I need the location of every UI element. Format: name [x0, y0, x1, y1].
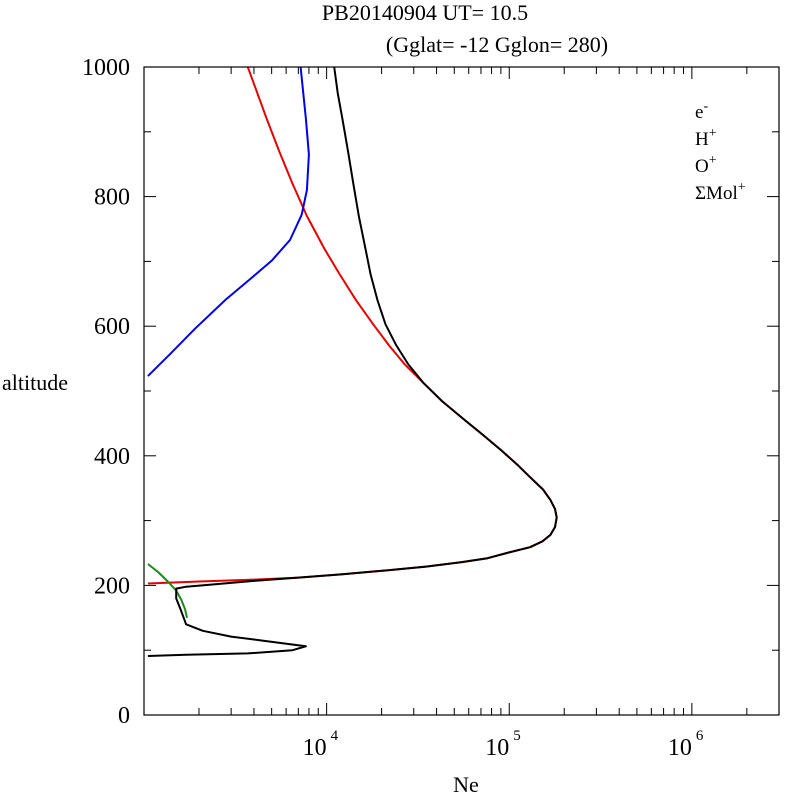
legend-entry: O+ [695, 153, 717, 177]
chart-title: PB20140904 UT= 10.5 [322, 0, 528, 25]
x-tick-label-exponent: 6 [696, 728, 704, 744]
tick-marks [143, 66, 780, 716]
series-line-2 [147, 67, 558, 585]
y-axis-label: altitude [2, 370, 68, 395]
x-tick-labels: 10 4 10 5 10 6 [303, 728, 704, 761]
x-tick-label-exponent: 5 [513, 728, 521, 744]
chart-subtitle: (Gglat= -12 Gglon= 280) [386, 32, 608, 57]
legend-entry: ΣMol+ [695, 180, 746, 204]
legend: e- H+ O+ ΣMol+ [695, 99, 746, 204]
y-tick-labels: 0 200 400 600 800 1000 [82, 55, 130, 729]
x-axis-label: Ne [453, 772, 479, 796]
x-tick-label: 10 [485, 735, 509, 761]
y-tick-label: 0 [118, 703, 130, 729]
plot-frame [143, 66, 780, 716]
y-tick-label: 1000 [82, 55, 130, 81]
y-tick-label: 800 [94, 185, 130, 211]
y-tick-label: 400 [94, 444, 130, 470]
series-lines [147, 67, 558, 657]
x-tick-label: 10 [668, 735, 692, 761]
x-tick-label-exponent: 4 [331, 728, 339, 744]
x-tick-label: 10 [303, 735, 327, 761]
y-tick-label: 200 [94, 573, 130, 599]
legend-entry: H+ [695, 126, 717, 150]
series-line-1 [147, 67, 310, 377]
series-line-0 [147, 67, 558, 657]
legend-entry: e- [695, 99, 708, 123]
y-tick-label: 600 [94, 314, 130, 340]
